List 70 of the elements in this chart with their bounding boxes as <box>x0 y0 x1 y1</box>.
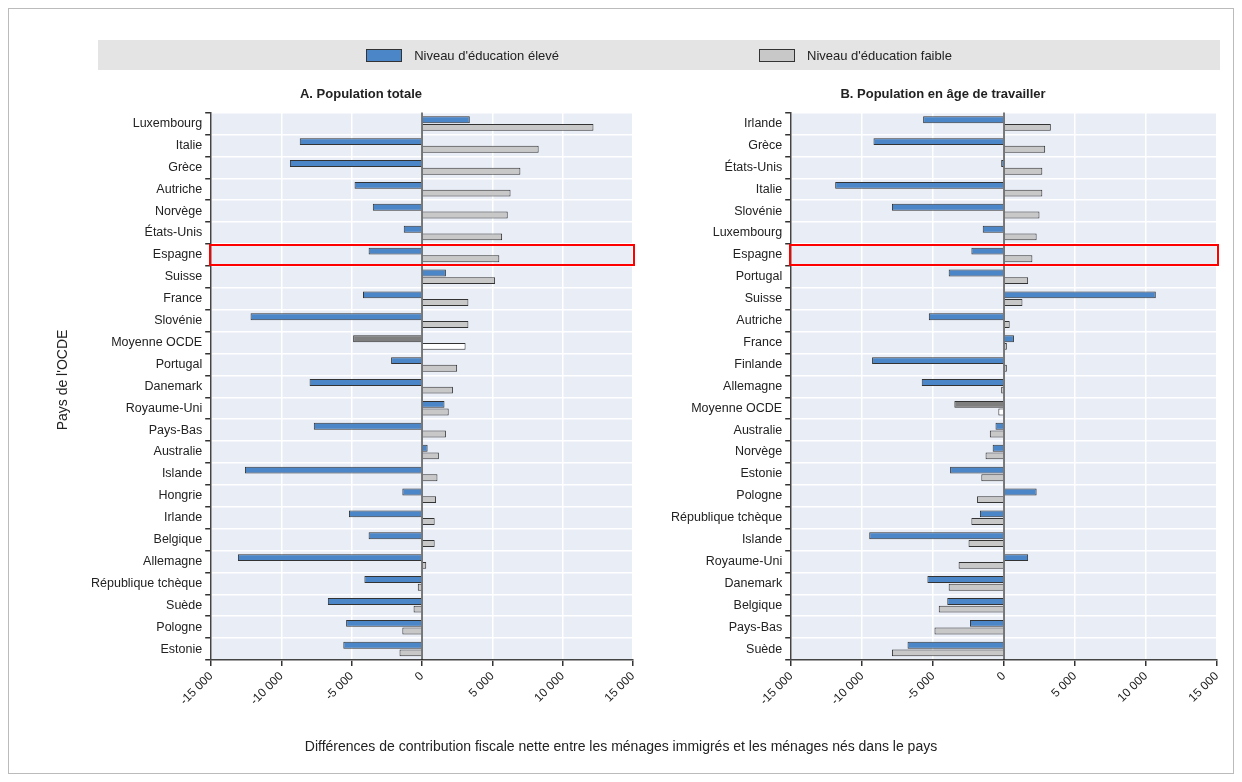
x-tick-label: -10 000 <box>827 668 867 708</box>
y-tick-label: Suède <box>746 641 783 656</box>
y-tick-label: Pologne <box>736 488 783 503</box>
x-tick-label: -15 000 <box>176 668 216 708</box>
x-tick-label: 10 000 <box>1114 668 1151 705</box>
y-tick-label: Pologne <box>156 619 203 634</box>
y-tick-label: Suède <box>166 597 203 612</box>
y-tick-label: Allemagne <box>143 553 203 568</box>
y-tick-label: République tchèque <box>91 575 203 590</box>
y-axis-title: Pays de l'OCDE <box>54 329 70 431</box>
y-tick-label: Suisse <box>164 269 203 284</box>
x-tick-label: 15 000 <box>601 668 638 705</box>
x-tick-label: -15 000 <box>756 668 796 708</box>
y-tick-label: Espagne <box>152 247 203 262</box>
legend-label: Niveau d'éducation élevé <box>414 47 559 63</box>
y-tick-label: Royaume-Uni <box>125 400 203 415</box>
y-tick-label: États-Unis <box>144 224 203 240</box>
x-axis-title: Différences de contribution fiscale nette entre les ménages immigrés et les ménages nés dans le pays <box>303 738 939 754</box>
x-tick-label: -5 000 <box>903 668 938 703</box>
chart-title: B. Population en âge de travailler <box>840 86 1046 102</box>
x-tick-label: -5 000 <box>322 668 357 703</box>
y-tick-label: Royaume-Uni <box>705 553 783 568</box>
y-tick-label: Autriche <box>156 181 203 196</box>
y-tick-label: Luxembourg <box>712 225 783 240</box>
y-tick-label: Portugal <box>155 356 203 371</box>
y-tick-label: Pays-Bas <box>148 422 203 437</box>
y-tick-label: Grèce <box>748 137 783 152</box>
x-tick-label: 0 <box>993 668 1009 684</box>
y-tick-label: République tchèque <box>671 510 783 525</box>
x-tick-label: 5 000 <box>465 668 497 700</box>
y-tick-label: Estonie <box>160 641 203 656</box>
y-tick-label: France <box>163 291 203 306</box>
y-tick-label: Italie <box>755 181 783 196</box>
y-tick-label: États-Unis <box>724 158 783 174</box>
y-tick-label: Pays-Bas <box>728 619 783 634</box>
y-tick-label: Norvège <box>154 203 203 218</box>
y-tick-label: France <box>743 334 783 349</box>
y-tick-label: Irlande <box>743 116 783 130</box>
y-tick-label: Moyenne OCDE <box>111 334 203 349</box>
x-tick-label: -10 000 <box>247 668 287 708</box>
y-tick-label: Estonie <box>740 466 783 481</box>
y-tick-label: Luxembourg <box>132 116 203 130</box>
y-tick-label: Suisse <box>744 291 783 306</box>
y-tick-label: Belgique <box>153 532 203 547</box>
chart-title: A. Population totale <box>299 86 423 102</box>
y-tick-label: Slovénie <box>154 313 203 328</box>
y-tick-label: Norvège <box>734 444 783 459</box>
y-tick-label: Danemark <box>724 575 783 590</box>
legend-label: Niveau d'éducation faible <box>807 47 952 63</box>
y-tick-label: Islande <box>161 466 203 481</box>
x-tick-label: 15 000 <box>1185 668 1222 705</box>
y-tick-label: Hongrie <box>158 488 203 503</box>
y-tick-label: Espagne <box>732 247 783 262</box>
y-tick-label: Australie <box>733 422 783 437</box>
y-tick-label: Italie <box>175 137 203 152</box>
y-tick-label: Slovénie <box>734 203 783 218</box>
x-tick-label: 5 000 <box>1048 668 1080 700</box>
y-tick-label: Danemark <box>144 378 203 393</box>
x-tick-label: 10 000 <box>531 668 568 705</box>
y-tick-label: Portugal <box>735 269 783 284</box>
y-tick-label: Australie <box>153 444 203 459</box>
y-tick-label: Irlande <box>163 510 203 525</box>
y-tick-label: Moyenne OCDE <box>691 400 783 415</box>
y-tick-label: Islande <box>741 532 783 547</box>
y-tick-label: Belgique <box>733 597 783 612</box>
y-tick-label: Autriche <box>736 313 783 328</box>
x-tick-label: 0 <box>411 668 427 684</box>
y-tick-label: Allemagne <box>723 378 783 393</box>
y-tick-label: Finlande <box>734 356 783 371</box>
y-tick-label: Grèce <box>168 159 203 174</box>
